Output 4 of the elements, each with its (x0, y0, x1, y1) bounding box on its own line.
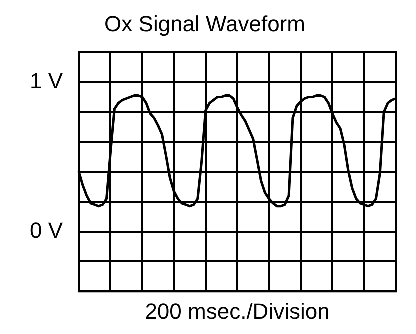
y-tick-label: 0 V (30, 218, 64, 243)
x-axis-title: 200 msec./Division (145, 298, 330, 324)
y-tick-label: 1 V (30, 68, 64, 94)
chart-title: Ox Signal Waveform (104, 11, 306, 36)
